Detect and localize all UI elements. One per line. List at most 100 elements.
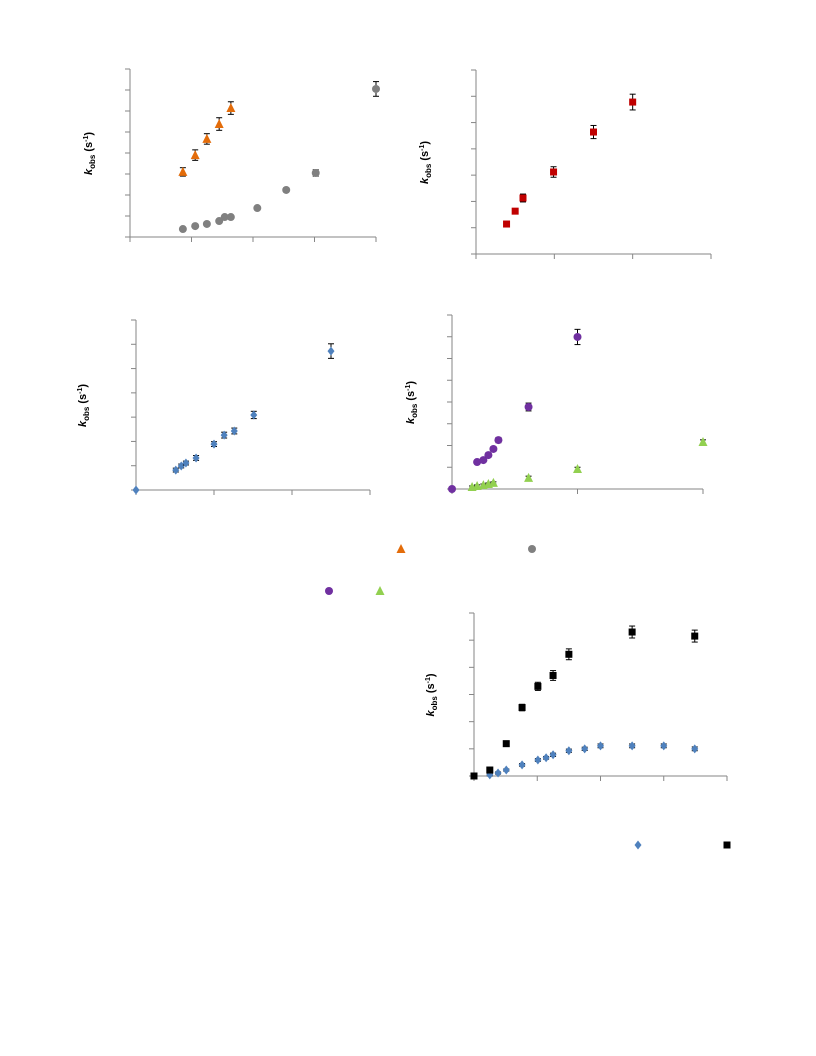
legend-marker <box>634 840 642 850</box>
label-part: (s <box>425 683 437 693</box>
label-part: k <box>83 168 95 175</box>
label-part: obs <box>82 406 91 421</box>
marker <box>202 219 211 228</box>
y-axis-label: kobs (s-1) <box>425 673 439 716</box>
marker <box>226 213 235 222</box>
label-part: -1 <box>405 385 412 391</box>
marker <box>230 426 238 436</box>
legend-marker <box>723 841 731 849</box>
label-part: -1 <box>425 677 432 683</box>
marker <box>691 632 699 640</box>
legend-marker <box>375 586 385 595</box>
marker <box>573 463 582 473</box>
marker <box>473 458 482 467</box>
marker <box>660 741 668 751</box>
legend-marker <box>396 544 406 553</box>
marker <box>191 222 200 231</box>
label-part: ) <box>419 141 431 145</box>
y-axis-label: kobs (s-1) <box>77 384 91 427</box>
marker <box>573 332 582 341</box>
marker <box>550 168 558 176</box>
label-part: ) <box>425 673 437 677</box>
marker <box>486 766 494 774</box>
marker <box>503 220 511 228</box>
marker <box>327 346 335 356</box>
legend-marker <box>528 545 536 553</box>
label-part: k <box>425 710 437 717</box>
marker <box>628 741 636 751</box>
marker <box>253 204 262 213</box>
marker <box>472 480 482 490</box>
marker <box>226 103 236 113</box>
marker <box>534 755 542 765</box>
label-part: k <box>419 177 431 184</box>
marker <box>182 458 190 468</box>
label-part: (s <box>419 151 431 161</box>
marker <box>581 744 589 754</box>
label-part: obs <box>88 154 97 169</box>
marker <box>691 744 699 754</box>
marker <box>178 166 188 176</box>
label-part: obs <box>430 696 439 711</box>
y-axis-label: kobs (s-1) <box>83 132 97 175</box>
marker <box>190 150 200 160</box>
label-part: ) <box>77 384 89 388</box>
marker <box>488 477 498 487</box>
marker <box>172 465 180 475</box>
marker <box>220 213 229 222</box>
legend-marker <box>325 587 333 595</box>
marker <box>210 439 218 449</box>
marker <box>628 628 636 636</box>
marker <box>502 765 510 775</box>
marker <box>549 750 557 760</box>
marker <box>597 741 604 751</box>
marker <box>565 746 573 756</box>
marker <box>502 740 510 748</box>
marker <box>511 207 519 215</box>
marker <box>448 485 456 493</box>
label-part: (s <box>83 142 95 152</box>
label-part: (s <box>405 391 417 401</box>
marker <box>132 485 140 495</box>
marker <box>524 403 533 412</box>
label-part: k <box>405 417 417 424</box>
marker <box>214 119 224 129</box>
marker <box>484 451 493 460</box>
marker <box>518 760 526 770</box>
label-part: -1 <box>77 388 84 394</box>
label-part: obs <box>424 163 433 178</box>
marker <box>494 768 502 778</box>
marker <box>524 472 534 482</box>
marker <box>282 185 291 194</box>
y-axis-label: kobs (s-1) <box>405 381 419 424</box>
marker <box>215 217 224 226</box>
label-part: ) <box>83 132 95 136</box>
marker <box>372 84 380 93</box>
label-part: ) <box>405 381 417 385</box>
label-part: -1 <box>419 145 426 151</box>
marker <box>192 453 200 463</box>
marker <box>311 168 320 177</box>
marker <box>549 671 557 679</box>
label-part: k <box>77 420 89 427</box>
marker <box>542 753 550 763</box>
marker <box>220 430 228 440</box>
marker <box>202 133 212 143</box>
marker <box>565 650 573 658</box>
marker <box>178 225 187 234</box>
label-part: obs <box>410 403 419 418</box>
y-axis-label: kobs (s-1) <box>419 141 433 184</box>
marker <box>489 444 498 453</box>
marker <box>250 410 258 420</box>
label-part: -1 <box>83 136 90 142</box>
marker <box>494 436 503 445</box>
marker <box>519 194 527 202</box>
marker <box>479 456 488 465</box>
marker <box>698 437 708 447</box>
label-part: (s <box>77 394 89 404</box>
marker <box>470 772 478 780</box>
marker <box>518 704 526 712</box>
marker <box>590 128 597 136</box>
marker <box>629 98 637 106</box>
